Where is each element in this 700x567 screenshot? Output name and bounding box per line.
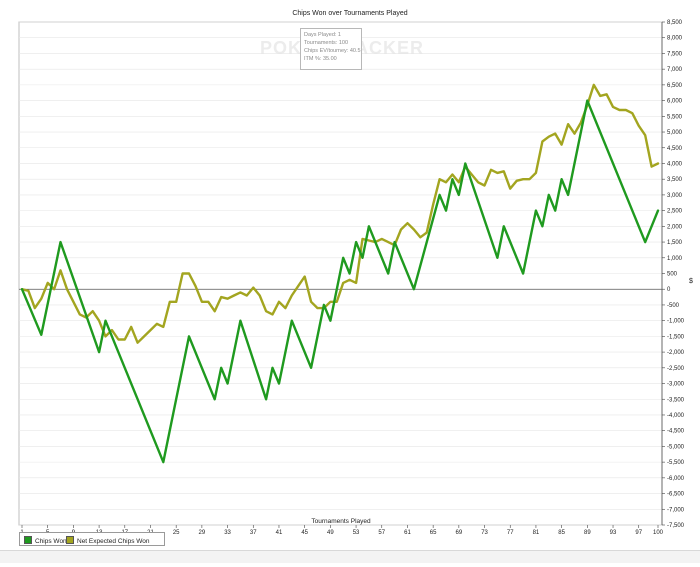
y-tick-label: 500 — [667, 272, 678, 278]
y-tick-label: 8,000 — [667, 36, 683, 42]
info-chips-ev: Chips EV/tourney: 40.5 — [304, 48, 361, 54]
y-tick-label: 4,000 — [667, 161, 683, 167]
y-tick-label: 0 — [667, 287, 671, 293]
x-tick-label: 25 — [173, 530, 180, 536]
y-tick-label: -4,000 — [667, 413, 685, 419]
y-tick-label: 4,500 — [667, 146, 683, 152]
legend-swatch-chips-won — [24, 536, 32, 544]
info-days-played: Days Played: 1 — [304, 32, 341, 38]
y-tick-label: -4,500 — [667, 429, 685, 435]
y-tick-label: -5,500 — [667, 460, 685, 466]
x-axis-label: Tournaments Played — [311, 518, 371, 525]
x-tick-label: 61 — [404, 530, 411, 536]
legend-swatch-net-expected — [66, 536, 74, 544]
legend-item-chips-won[interactable]: Chips Won — [24, 536, 67, 545]
y-tick-label: 2,000 — [667, 224, 683, 230]
y-tick-label: 8,500 — [667, 20, 683, 26]
chart-title: Chips Won over Tournaments Played — [292, 10, 407, 17]
y-tick-label: -5,000 — [667, 444, 685, 450]
y-tick-label: 1,500 — [667, 240, 683, 246]
x-tick-label: 73 — [481, 530, 488, 536]
y-tick-label: 2,500 — [667, 209, 683, 215]
x-tick-label: 49 — [327, 530, 334, 536]
x-tick-label: 85 — [558, 530, 565, 536]
series-layer — [20, 83, 660, 464]
x-tick-label: 37 — [250, 530, 257, 536]
y-tick-label: -500 — [667, 303, 680, 309]
y-tick-label: -3,500 — [667, 397, 685, 403]
y-tick-label: -6,500 — [667, 492, 685, 498]
y-tick-label: -1,500 — [667, 334, 685, 340]
x-tick-label: 33 — [224, 530, 231, 536]
info-itm: ITM %: 35.00 — [304, 56, 337, 62]
x-tick-label: 53 — [353, 530, 360, 536]
x-tick-label: 100 — [653, 530, 664, 536]
x-tick-label: 77 — [507, 530, 514, 536]
x-tick-label: 45 — [301, 530, 308, 536]
y-axis-symbol: $ — [689, 278, 693, 285]
x-tick-label: 65 — [430, 530, 437, 536]
y-tick-label: -1,000 — [667, 319, 685, 325]
y-tick-label: -7,000 — [667, 507, 685, 513]
y-tick-label: 3,500 — [667, 177, 683, 183]
x-tick-label: 97 — [635, 530, 642, 536]
y-tick-label: 6,000 — [667, 99, 683, 105]
y-tick-label: 3,000 — [667, 193, 683, 199]
x-tick-label: 93 — [610, 530, 617, 536]
y-tick-label: -3,000 — [667, 382, 685, 388]
y-tick-label: 7,000 — [667, 67, 683, 73]
y-tick-label: 7,500 — [667, 51, 683, 57]
y-tick-label: -2,500 — [667, 366, 685, 372]
y-axis: 8,500 8,000 7,500 7,000 6,500 6,000 5,500 5,000… — [661, 20, 685, 529]
legend: Chips Won Net Expected Chips Won — [19, 532, 165, 546]
y-tick-label: 1,000 — [667, 256, 683, 262]
series-line-net-expected-chips-won — [20, 83, 660, 344]
info-tournaments: Tournaments: 100 — [304, 40, 349, 46]
y-tick-label: -7,500 — [667, 523, 685, 529]
legend-item-net-expected[interactable]: Net Expected Chips Won — [66, 536, 150, 545]
legend-label-net-expected: Net Expected Chips Won — [77, 538, 150, 545]
x-tick-label: 29 — [199, 530, 206, 536]
y-tick-label: 5,000 — [667, 130, 683, 136]
y-tick-label: 6,500 — [667, 83, 683, 89]
y-tick-label: 5,500 — [667, 114, 683, 120]
x-tick-label: 57 — [378, 530, 385, 536]
x-tick-label: 89 — [584, 530, 591, 536]
series-line-chips-won — [20, 99, 660, 464]
x-tick-label: 41 — [276, 530, 283, 536]
grid-layer — [19, 21, 662, 526]
tooltip-info-box: Days Played: 1 Tournaments: 100 Chips EV… — [300, 28, 362, 70]
x-tick-label: 81 — [533, 530, 540, 536]
y-tick-label: -6,000 — [667, 476, 685, 482]
bottom-scroll-strip — [0, 550, 700, 563]
legend-label-chips-won: Chips Won — [35, 538, 67, 545]
y-tick-label: -2,000 — [667, 350, 685, 356]
x-tick-label: 69 — [456, 530, 463, 536]
